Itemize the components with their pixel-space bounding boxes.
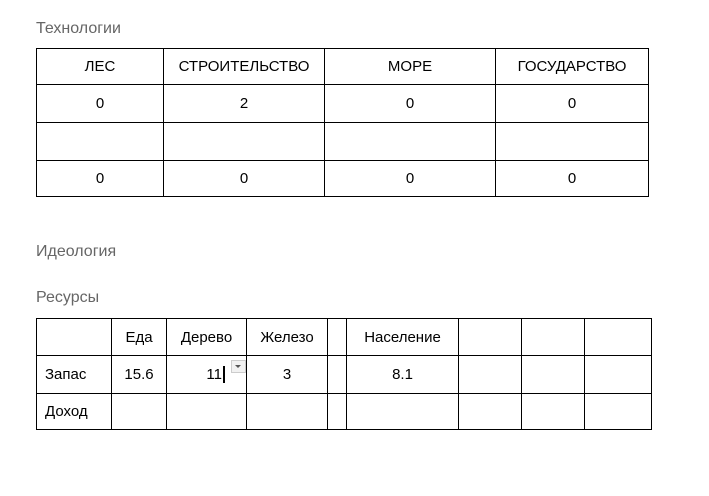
table-cell[interactable]: 15.6 (111, 355, 167, 394)
table-cell[interactable]: 8.1 (346, 355, 459, 394)
cell-text: СТРОИТЕЛЬСТВО (178, 58, 310, 75)
table-cell[interactable]: Запас (36, 355, 112, 394)
cell-text: Еда (125, 328, 153, 346)
cell-text: МОРЕ (387, 58, 433, 75)
table-cell[interactable] (458, 318, 522, 356)
technologies-table: ЛЕС СТРОИТЕЛЬСТВО МОРЕ ГОСУДАРСТВО 0 2 0 0 0 0 0 0 (36, 48, 649, 197)
table-cell[interactable] (458, 393, 522, 430)
table-cell[interactable] (521, 318, 585, 356)
cell-text: 0 (95, 170, 105, 187)
table-cell[interactable]: Железо (246, 318, 328, 356)
table-cell[interactable] (327, 393, 347, 430)
text-cursor (223, 366, 225, 384)
cell-text: 3 (282, 366, 292, 383)
table-cell[interactable]: 0 (324, 160, 496, 197)
cell-text: 15.6 (124, 366, 154, 383)
table-cell[interactable]: Население (346, 318, 459, 356)
table-cell[interactable]: Еда (111, 318, 167, 356)
table-cell[interactable]: 0 (495, 160, 649, 197)
table-cell[interactable] (521, 355, 585, 394)
table-cell[interactable] (584, 318, 652, 356)
cell-text: 0 (405, 95, 415, 112)
table-cell[interactable]: 0 (495, 84, 649, 123)
table-cell[interactable] (584, 393, 652, 430)
header-row: Еда Дерево Железо Население (36, 318, 652, 356)
cell-text: 2 (239, 95, 249, 112)
cell-text: 0 (567, 170, 577, 187)
heading-technologies: Технологии (36, 20, 121, 37)
dropdown-arrow-icon[interactable] (231, 359, 246, 373)
table-cell[interactable]: 2 (163, 84, 325, 123)
table-cell[interactable]: ГОСУДАРСТВО (495, 48, 649, 85)
table-cell[interactable] (36, 318, 112, 356)
cell-text: 8.1 (392, 366, 413, 383)
table-cell[interactable] (163, 122, 325, 161)
cell-text: 0 (405, 170, 415, 187)
table-cell[interactable]: 0 (324, 84, 496, 123)
table-cell[interactable]: СТРОИТЕЛЬСТВО (163, 48, 325, 85)
cell-text: 0 (567, 95, 577, 112)
table-cell[interactable] (458, 355, 522, 394)
table-cell[interactable] (495, 122, 649, 161)
table-cell[interactable] (346, 393, 459, 430)
cell-text: ГОСУДАРСТВО (517, 58, 627, 75)
cell-text: Дерево (180, 328, 233, 346)
cell-text: Население (364, 328, 441, 346)
table-cell[interactable] (324, 122, 496, 161)
table-cell[interactable]: Дерево (166, 318, 247, 356)
table-cell[interactable] (327, 318, 347, 356)
table-cell[interactable]: Доход (36, 393, 112, 430)
table-row: Запас 15.6 11 3 8.1 (36, 355, 652, 394)
table-cell[interactable]: 0 (36, 160, 164, 197)
table-cell[interactable] (521, 393, 585, 430)
cell-text: 0 (239, 170, 249, 187)
table-row (36, 122, 649, 161)
table-cell[interactable] (584, 355, 652, 394)
cell-text: 11 (206, 365, 222, 383)
table-cell[interactable]: 0 (163, 160, 325, 197)
header-row: ЛЕС СТРОИТЕЛЬСТВО МОРЕ ГОСУДАРСТВО (36, 48, 649, 85)
table-cell[interactable]: МОРЕ (324, 48, 496, 85)
table-cell[interactable]: 11 (166, 355, 247, 394)
resources-table: Еда Дерево Железо Население Запас 15.6 11 3 8.1 Д… (36, 318, 652, 430)
table-cell[interactable] (166, 393, 247, 430)
table-row: 0 0 0 0 (36, 160, 649, 197)
cell-text: Доход (45, 403, 88, 420)
cell-text: ЛЕС (84, 58, 116, 75)
table-cell[interactable]: 0 (36, 84, 164, 123)
table-cell[interactable]: ЛЕС (36, 48, 164, 85)
table-cell[interactable] (36, 122, 164, 161)
cell-text: 0 (95, 95, 105, 112)
heading-ideology: Идеология (36, 243, 117, 260)
cell-text: Железо (260, 328, 314, 346)
table-cell[interactable] (327, 355, 347, 394)
table-cell[interactable] (111, 393, 167, 430)
heading-resources: Ресурсы (36, 289, 100, 306)
table-row: 0 2 0 0 (36, 84, 649, 123)
table-row: Доход (36, 393, 652, 430)
cell-text: Запас (45, 366, 87, 383)
table-cell[interactable]: 3 (246, 355, 328, 394)
table-cell[interactable] (246, 393, 328, 430)
